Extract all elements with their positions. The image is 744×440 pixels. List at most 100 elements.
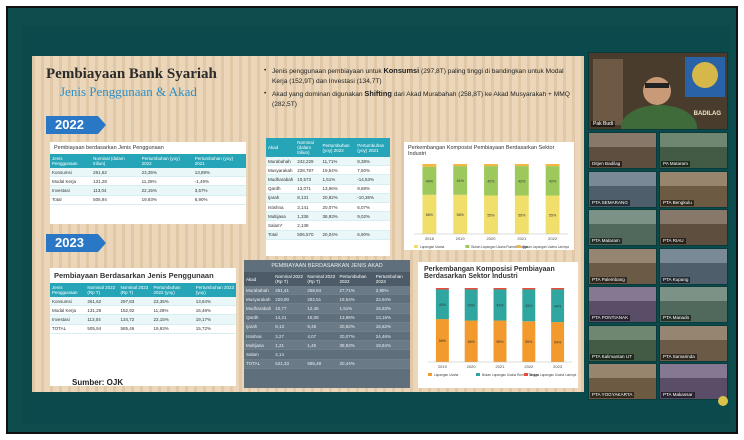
table-cell: 19,84%: [373, 340, 410, 351]
table-cell: 506,570: [295, 230, 321, 240]
table-cell: TOTAL: [244, 359, 274, 369]
bar-segment: [545, 164, 560, 167]
table-2023-title: Pembiayaan Berdasarkan Jenis Penggunaan: [54, 271, 214, 280]
table-cell: 6,90%: [192, 195, 246, 205]
participant-tile[interactable]: PTA Kalimantan UT: [588, 324, 657, 362]
data-label: 55%: [487, 213, 495, 217]
bar-segment: [453, 194, 468, 234]
bar-segment: [422, 194, 437, 234]
table-cell: 27,71%: [337, 286, 374, 296]
table-cell: Total: [266, 230, 296, 240]
table-cell: Musyarakah: [266, 165, 296, 176]
legend-label: Lapangan Usaha: [434, 373, 459, 377]
column-header: Pertumbuhan 2023: [373, 272, 410, 286]
table-cell: 11,28%: [139, 176, 193, 187]
table-cell: 282,51: [305, 294, 338, 305]
participant-tile[interactable]: PA Mataram: [659, 132, 728, 169]
bar-segment: [464, 320, 478, 362]
bullet-text: dari Akad Murabahah (258,8T) ke Akad Mus…: [272, 91, 570, 108]
table-cell: 6,07%: [355, 202, 390, 213]
column-header: Nominal (dalam triliun): [295, 138, 321, 157]
table-cell: 13,16%: [373, 313, 410, 323]
table-cell: 16,08: [305, 313, 338, 323]
column-header: Jenis Penggunaan: [50, 283, 86, 297]
x-tick-label: 2022: [548, 236, 558, 241]
participant-tile[interactable]: PTA Makassar: [659, 363, 728, 400]
participant-name: PTA Samarinda: [661, 353, 697, 360]
table-row: Modal Kerja 131,28 11,28% -1,49%: [50, 176, 246, 187]
table-cell: Investasi: [50, 314, 86, 325]
chart-2023: 58% 40% 2019 56% 42% 2020 56% 42% 2021 55% 43% 2022…: [428, 288, 576, 377]
participant-tile[interactable]: PTA Mataram: [588, 209, 657, 246]
participant-tile[interactable]: PTA Bengkulu: [659, 170, 728, 208]
table-row: Konsumsi 261,62 23,35% 13,89%: [50, 168, 246, 178]
legend-swatch: [524, 373, 528, 376]
participant-name: PTA Mataram: [590, 238, 622, 244]
table-cell: Salam: [244, 349, 274, 360]
table-cell: [355, 220, 390, 231]
table-cell: Ijarah: [244, 322, 274, 332]
speaker-video[interactable]: BADILAG Pak Budi: [588, 52, 728, 130]
table-cell: 505,94: [91, 195, 140, 205]
participant-tile[interactable]: Ditjen Badilag: [588, 132, 657, 169]
table-row: Konsumsi 261,62 297,83 23,35% 13,84%: [50, 297, 236, 307]
table-cell: 13,84%: [193, 297, 236, 307]
table-cell: 131,28: [85, 305, 119, 316]
table-row: Murabahah 242,229 11,71% 8,38%: [266, 157, 390, 167]
table-row: Qardh 13,071 13,96% 9,68%: [266, 184, 390, 194]
participant-name: PA Mataram: [661, 161, 690, 167]
data-label: 56%: [457, 213, 465, 217]
gallery-indicator-icon[interactable]: [718, 396, 728, 406]
legend-label: Bukan Lapangan Usaha Rumah Tangga: [482, 373, 539, 377]
table-cell: 113,04: [85, 314, 119, 325]
column-header: Pertumbuhan (yoy) 2021: [355, 138, 390, 157]
table-cell: 113,04: [91, 185, 140, 196]
legend-label: Bukan Lapangan Usaha Lainnya: [530, 373, 576, 377]
chart-2023-title: Perkembangan Komposisi Pembiayaan Berdas…: [424, 266, 555, 280]
bar-segment: [522, 289, 536, 322]
participant-tile[interactable]: PTA YOGYAKARTA: [588, 363, 657, 400]
table-cell: Qardh: [266, 184, 296, 194]
chart-2022-title: Perkembangan Komposisi Pembiayaan Berdas…: [408, 145, 555, 157]
x-tick-label: 2018: [425, 236, 435, 241]
table-cell: 228,787: [295, 165, 321, 176]
participant-name: PTA Palembang: [590, 276, 627, 283]
table-cell: 19,17%: [193, 314, 236, 325]
participant-tile[interactable]: PTA Manado: [659, 286, 728, 323]
table-row: Qardh 14,21 16,08 13,96% 13,16%: [244, 313, 410, 323]
table-cell: 22,15%: [151, 314, 194, 325]
bar-segment: [484, 164, 498, 167]
table-cell: 3,57%: [192, 185, 246, 196]
table-row: Musyarakah 228,787 19,54% 7,50%: [266, 165, 390, 176]
table-cell: 9,68%: [355, 184, 390, 194]
table-row: Salam 2,14: [244, 349, 410, 360]
table-cell: 3,27: [273, 331, 306, 342]
participant-tile[interactable]: PTA RIAU: [659, 209, 728, 246]
participant-tile[interactable]: PTA PONTIANAK: [588, 286, 657, 323]
table-cell: 8,38%: [355, 157, 390, 167]
table-cell: Multijasa: [266, 211, 296, 222]
table-cell: Murabahah: [244, 286, 274, 296]
table-cell: [337, 349, 374, 360]
participant-tile[interactable]: PTA SEMARANG: [588, 170, 657, 208]
participant-tile[interactable]: PTA Palembang: [588, 247, 657, 285]
participant-tile[interactable]: PTA Samarinda: [659, 324, 728, 362]
table-cell: 12,45: [305, 303, 338, 314]
data-label: 41%: [457, 179, 465, 183]
table-2022-jenis-penggunaan: Pembiayaan berdasarkan Jenis Penggunaan …: [50, 142, 246, 224]
table-cell: Konsumsi: [50, 168, 92, 178]
table-cell: 22,15%: [139, 185, 193, 196]
table-cell: 251,41: [273, 286, 306, 296]
summary-bullets: Jenis penggunaan pembiayaan untuk Konsum…: [264, 66, 580, 112]
table-cell: 20,04%: [320, 230, 356, 240]
bar-segment: [545, 195, 560, 234]
table-cell: 11,28%: [151, 305, 194, 316]
table-row: Total 505,94 19,93% 6,90%: [50, 195, 246, 205]
summary-bullet: Jenis penggunaan pembiayaan untuk Konsum…: [264, 66, 580, 87]
table-cell: 3,141: [295, 202, 321, 213]
table-cell: [320, 220, 356, 231]
chart-2022: 56% 40% 2018 56% 41% 2019 55% 42% 2020 55% 42% 2021…: [414, 164, 569, 249]
participant-tile[interactable]: PTA Kupang: [659, 247, 728, 285]
table-cell: Istishna: [266, 202, 296, 213]
table-cell: 8,131: [295, 193, 321, 203]
